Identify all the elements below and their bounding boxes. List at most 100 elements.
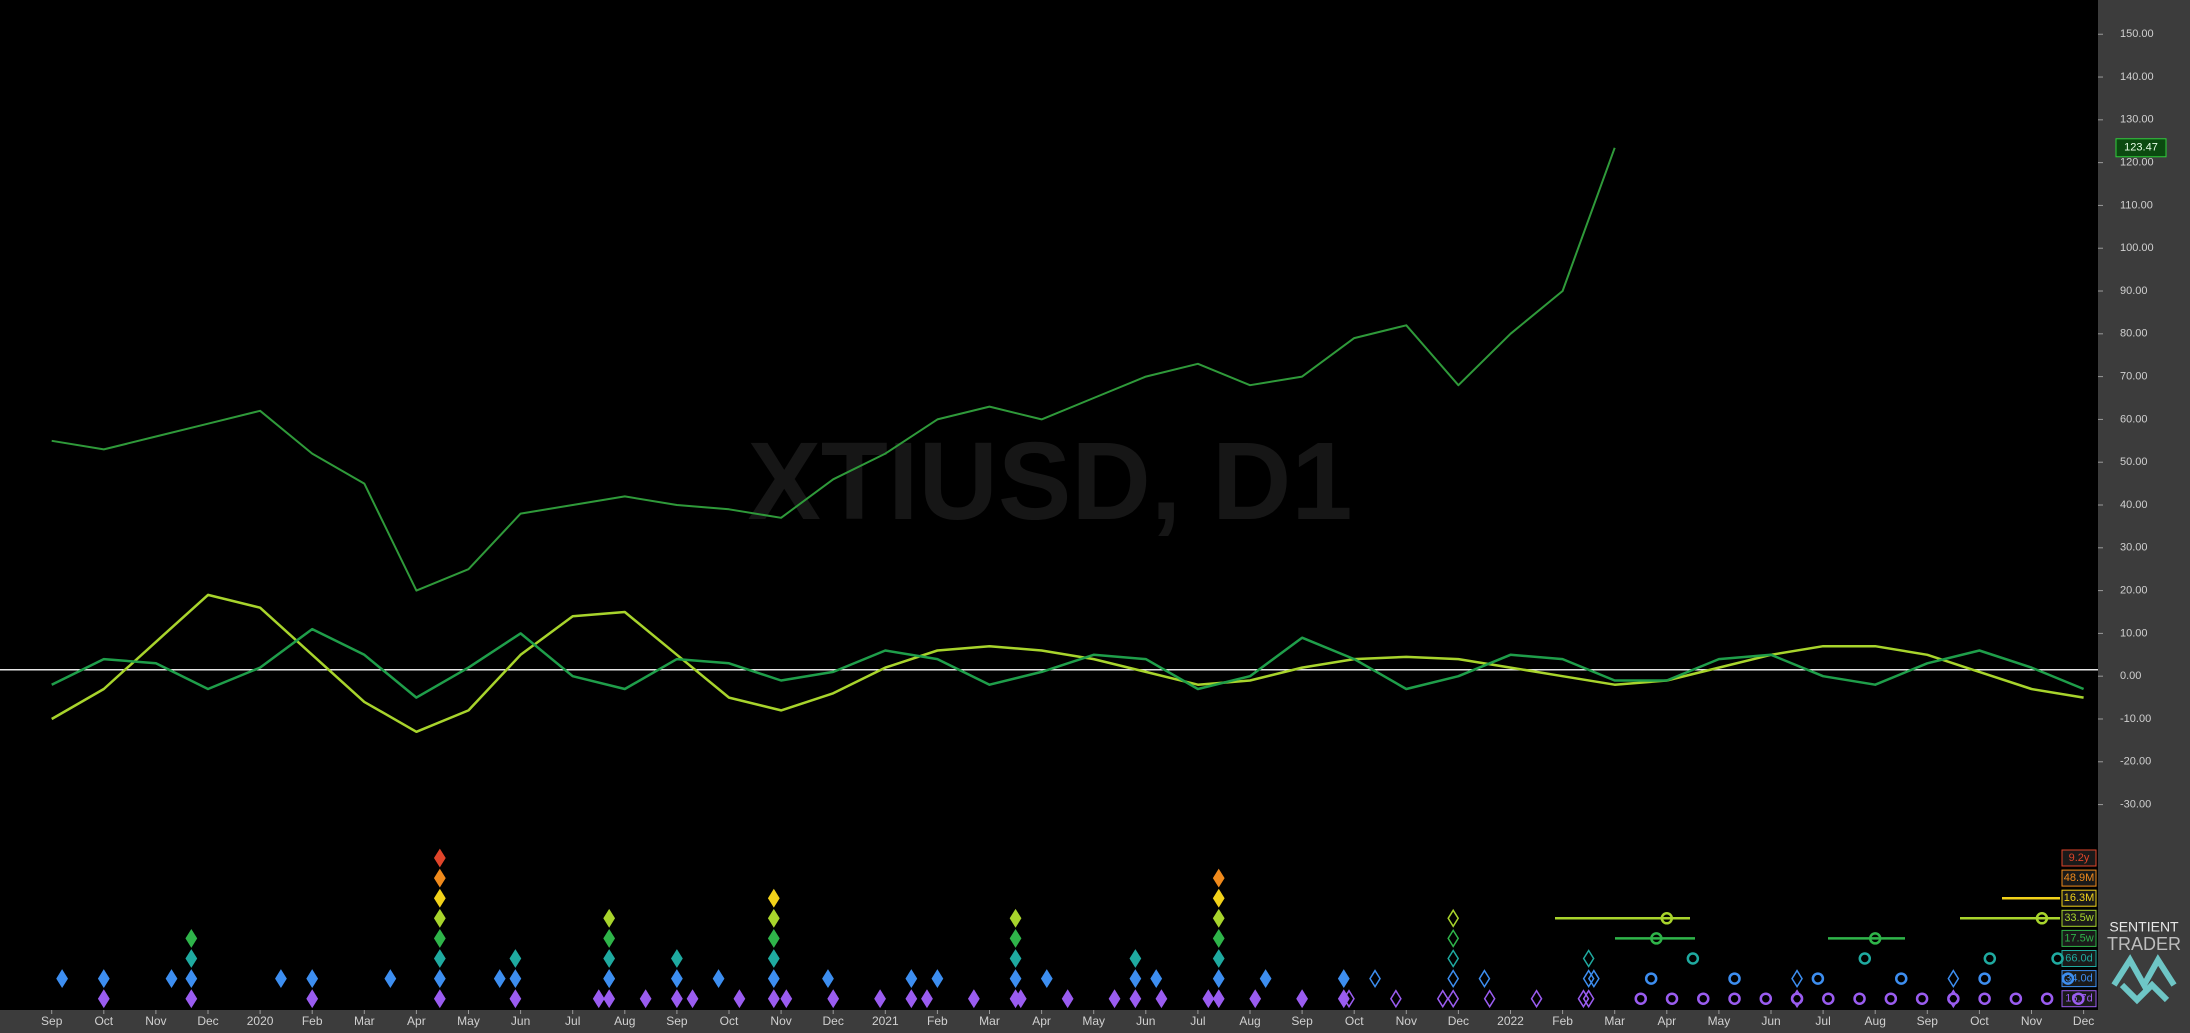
x-tick-label: Sep (1917, 1014, 1939, 1028)
cycle-diamond (56, 969, 69, 989)
x-tick-label: Oct (94, 1014, 113, 1028)
cycle-diamond (433, 908, 446, 928)
cycle-label-box (2061, 990, 2097, 1008)
x-axis-panel (0, 1010, 2098, 1033)
x-tick-label: Dec (1448, 1014, 1469, 1028)
cycle-label: 16.3M (2064, 892, 2095, 904)
cycle-diamond (780, 989, 793, 1009)
cycle-diamond (433, 888, 446, 908)
cycle-diamond (1202, 989, 1215, 1009)
cycle-diamond (671, 969, 683, 989)
cycle-marker (1759, 992, 1773, 1005)
y-tick-label: 90.00 (2120, 285, 2148, 297)
cycle-marker (1644, 972, 1658, 985)
cycle-diamond (1259, 969, 1272, 989)
x-tick-label: Nov (770, 1014, 791, 1028)
cycle-marker (1853, 992, 1866, 1005)
cycle-diamond (493, 969, 506, 989)
cycle-diamond (603, 969, 616, 989)
cycle-diamond (1582, 949, 1595, 968)
x-tick-label: Feb (927, 1014, 948, 1028)
cycle-diamond (603, 989, 616, 1009)
x-tick-label: Nov (145, 1014, 166, 1028)
cycle-diamond (931, 969, 944, 989)
x-tick-label: Jun (1136, 1014, 1155, 1028)
cycle-diamond (767, 949, 780, 968)
x-tick-label: Feb (1552, 1014, 1573, 1028)
y-tick-label: 80.00 (2120, 328, 2148, 340)
cycle-marker (1978, 992, 1991, 1005)
cycle-label-box (2061, 889, 2097, 907)
cycle-label: 17.5w (2064, 932, 2093, 944)
cycle-label: 48.9M (2064, 872, 2095, 884)
cycle-label-box (2061, 909, 2097, 927)
cycle-diamond (1791, 969, 1803, 989)
cycle-marker (2072, 992, 2085, 1005)
cycle-diamond (1212, 868, 1225, 888)
cycle-diamond (1343, 989, 1355, 1009)
cycle-diamond (822, 969, 834, 989)
cycle-diamond (185, 989, 198, 1009)
cycle-diamond (509, 949, 522, 968)
cycle-label-box (2061, 869, 2097, 887)
last-price-label: 123.47 (2124, 142, 2158, 154)
cycle-diamond (671, 949, 683, 968)
cycle-diamond (1530, 989, 1543, 1009)
y-tick-label: 120.00 (2120, 157, 2154, 169)
cycle-diamond (1582, 989, 1595, 1009)
x-tick-label: Dec (197, 1014, 218, 1028)
x-tick-label: Dec (2073, 1014, 2094, 1028)
cycle-diamond (639, 989, 652, 1009)
x-tick-label: Apr (1032, 1014, 1051, 1028)
cycle-diamond (1369, 969, 1381, 989)
cycle-diamond (1577, 989, 1590, 1009)
x-tick-label: Mar (1604, 1014, 1625, 1028)
cycle-diamond (509, 989, 522, 1009)
cycle-diamond (1009, 949, 1022, 968)
x-tick-label: Nov (1396, 1014, 1417, 1028)
cycle-diamond (433, 848, 446, 868)
cycle-diamond (1212, 989, 1225, 1009)
cycle-diamond (967, 989, 980, 1009)
x-tick-label: Jul (1190, 1014, 1205, 1028)
x-tick-label: 2021 (872, 1014, 899, 1028)
x-tick-label: Dec (823, 1014, 844, 1028)
cycle-diamond (905, 969, 918, 989)
cycle-diamond (1129, 949, 1142, 968)
y-tick-label: 130.00 (2120, 114, 2154, 126)
x-tick-label: Apr (1657, 1014, 1676, 1028)
y-tick-label: 140.00 (2120, 71, 2154, 83)
cycle-diamond (433, 868, 446, 888)
x-tick-label: May (1082, 1014, 1105, 1028)
x-tick-label: Apr (407, 1014, 426, 1028)
cycle-diamond (827, 989, 840, 1009)
cycle-diamond (767, 989, 780, 1009)
cycle-diamond (1447, 928, 1460, 948)
series-line (51, 627, 2085, 699)
cycle-marker (2051, 952, 2064, 965)
x-tick-label: Aug (1865, 1014, 1886, 1028)
series-line (51, 593, 2084, 734)
y-tick-label: -30.00 (2120, 798, 2151, 810)
cycle-label-box (2061, 929, 2097, 947)
x-tick-label: Sep (666, 1014, 688, 1028)
cycle-marker (1697, 992, 1710, 1005)
cycle-label: 16.7d (2065, 993, 2093, 1005)
cycle-marker (1728, 972, 1741, 985)
cycle-diamond (306, 989, 319, 1009)
cycle-marker (1858, 952, 1872, 965)
cycle-diamond (686, 989, 699, 1009)
series-line (51, 147, 1616, 592)
x-tick-label: Oct (720, 1014, 739, 1028)
cycle-marker (1947, 992, 1960, 1005)
y-tick-label: -20.00 (2120, 756, 2151, 768)
cycle-diamond (733, 989, 746, 1009)
cycle-diamond (1296, 989, 1308, 1009)
cycle-label: 66.0d (2065, 952, 2093, 964)
cycle-diamond (1212, 969, 1225, 989)
x-tick-label: Jun (1761, 1014, 1780, 1028)
last-price-box (2115, 138, 2167, 158)
y-tick-label: 50.00 (2120, 456, 2148, 468)
cycle-diamond (185, 928, 198, 948)
cycle-marker (1811, 972, 1825, 985)
